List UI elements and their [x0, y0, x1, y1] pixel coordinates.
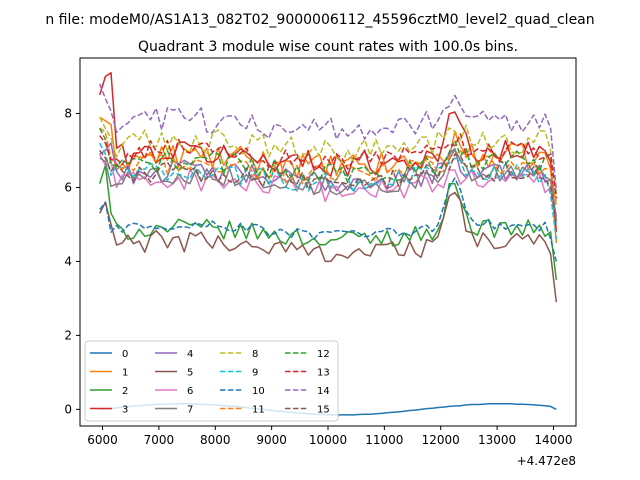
x-tick-label: 14000 — [534, 433, 572, 447]
series-line-11 — [99, 127, 558, 207]
y-axis: 0 2 4 6 8 — [64, 106, 80, 416]
legend-label-11: 11 — [252, 405, 265, 416]
legend-label-10: 10 — [252, 386, 265, 397]
series-layer — [98, 72, 558, 416]
x-tick-label: 6000 — [87, 433, 118, 447]
series-line-15 — [99, 150, 558, 225]
legend-box — [84, 340, 339, 422]
figure-suptitle: n file: modeM0/AS1A13_082T02_9000006112_… — [45, 12, 594, 28]
series-line-5 — [99, 191, 558, 303]
series-line-2 — [98, 164, 558, 280]
legend-label-9: 9 — [252, 368, 258, 379]
legend-label-15: 15 — [317, 405, 330, 416]
x-tick-label: 8000 — [200, 433, 231, 447]
y-tick-label: 4 — [64, 254, 72, 268]
y-tick-label: 0 — [64, 402, 72, 416]
legend-label-6: 6 — [187, 386, 193, 397]
series-line-6 — [99, 153, 558, 221]
legend-label-1: 1 — [122, 368, 128, 379]
y-tick-label: 6 — [64, 180, 72, 194]
legend-label-14: 14 — [317, 386, 330, 397]
legend-label-5: 5 — [187, 368, 193, 379]
x-tick-label: 7000 — [144, 433, 175, 447]
series-line-14 — [99, 83, 558, 192]
series-line-13 — [99, 133, 558, 199]
legend-label-13: 13 — [317, 368, 330, 379]
legend-label-8: 8 — [252, 349, 258, 360]
x-tick-label: 12000 — [422, 433, 460, 447]
x-tick-label: 10000 — [309, 433, 347, 447]
series-line-10 — [99, 177, 558, 262]
legend-label-4: 4 — [187, 349, 193, 360]
legend-label-7: 7 — [187, 405, 193, 416]
x-tick-label: 13000 — [478, 433, 516, 447]
x-tick-label: 11000 — [365, 433, 403, 447]
legend-label-12: 12 — [317, 349, 330, 360]
legend-label-2: 2 — [122, 386, 128, 397]
x-axis: 6000 7000 8000 9000 10000 11000 12000 13000 1400… — [87, 426, 573, 447]
legend-label-3: 3 — [122, 405, 128, 416]
series-line-12 — [99, 127, 558, 195]
y-tick-label: 8 — [64, 106, 72, 120]
series-line-8 — [99, 116, 558, 203]
y-tick-label: 2 — [64, 328, 72, 342]
chart-title: Quadrant 3 module wise count rates with … — [138, 39, 518, 55]
legend-label-0: 0 — [122, 349, 128, 360]
x-tick-label: 9000 — [256, 433, 287, 447]
x-offset-label: +4.472e8 — [517, 454, 576, 468]
